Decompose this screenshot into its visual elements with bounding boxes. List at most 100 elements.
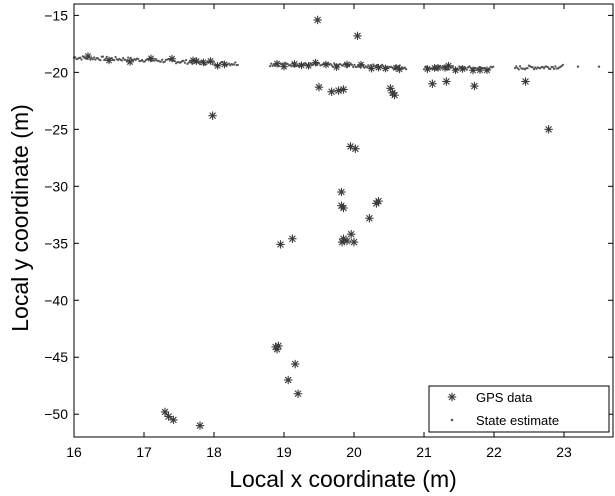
estimate-point — [268, 65, 272, 68]
y-tick-label: −45 — [44, 349, 68, 365]
gps-point — [434, 63, 442, 72]
legend-gps-marker — [447, 392, 457, 402]
estimate-point — [154, 57, 157, 61]
estimate-point — [270, 62, 273, 65]
estimate-point — [365, 66, 369, 69]
estimate-point — [127, 56, 130, 59]
gps-point — [284, 375, 293, 385]
y-tick-label: −35 — [44, 235, 68, 251]
gps-point — [521, 77, 530, 86]
estimate-point — [163, 60, 166, 63]
gps-point — [192, 57, 201, 65]
estimate-point — [286, 62, 289, 65]
gps-point — [160, 407, 170, 417]
estimate-point — [404, 67, 408, 71]
estimate-point — [236, 63, 239, 67]
estimate-point — [120, 59, 123, 62]
gps-point — [381, 64, 390, 73]
gps-point — [311, 58, 320, 67]
estimate-point — [329, 62, 332, 65]
gps-point — [126, 58, 134, 66]
estimate-point — [159, 60, 163, 63]
estimate-point — [232, 63, 236, 66]
estimate-point — [114, 55, 117, 59]
x-tick-label: 17 — [136, 444, 152, 460]
gps-point — [206, 57, 215, 65]
gps-point — [367, 64, 376, 73]
estimate-point — [153, 59, 156, 62]
gps-point — [313, 15, 322, 25]
gps-point — [544, 125, 553, 134]
estimate-point — [554, 65, 557, 68]
gps-point — [169, 415, 178, 425]
estimate-point — [185, 58, 188, 62]
estimate-point — [597, 65, 601, 68]
x-tick-label: 22 — [486, 444, 502, 460]
gps-point — [272, 345, 282, 354]
gps-point — [337, 237, 347, 247]
estimate-point — [561, 63, 564, 66]
gps-point — [290, 60, 299, 68]
gps-point — [442, 77, 451, 86]
estimate-point — [542, 67, 546, 70]
gps-point — [337, 187, 346, 197]
estimate-point — [91, 58, 94, 61]
gps-point — [470, 81, 479, 91]
gps-point — [213, 61, 222, 70]
estimate-point — [546, 66, 549, 69]
gps-point — [314, 82, 324, 92]
legend-box — [428, 385, 610, 433]
gps-point — [476, 66, 484, 74]
gps-point — [293, 389, 303, 398]
estimate-point — [353, 63, 356, 66]
gps-point — [395, 65, 404, 74]
x-axis-label: Local x coordinate (m) — [229, 466, 457, 492]
legend: GPS data State estimate — [428, 385, 610, 433]
estimate-point — [333, 62, 336, 65]
gps-point — [349, 237, 359, 247]
gps-point — [339, 203, 348, 213]
estimate-point — [552, 67, 556, 70]
estimate-point — [122, 56, 125, 60]
estimate-point — [531, 66, 534, 69]
gps-point — [458, 65, 467, 73]
x-tick-label: 16 — [66, 444, 82, 460]
estimate-point — [80, 58, 83, 61]
estimate-point — [105, 55, 108, 58]
estimate-point — [183, 61, 186, 64]
x-tick-label: 23 — [556, 444, 572, 460]
gps-point — [280, 62, 288, 71]
gps-point — [327, 87, 336, 96]
estimate-point — [74, 56, 77, 59]
gps-point — [195, 421, 205, 430]
estimate-point — [137, 57, 140, 61]
gps-point — [451, 66, 460, 74]
gps-point — [342, 236, 352, 246]
gps-point — [469, 66, 477, 75]
gps-point — [347, 229, 356, 239]
estimate-point — [532, 68, 536, 71]
x-axis: 16 17 18 19 20 21 22 23 — [66, 4, 572, 460]
gps-point — [208, 111, 217, 120]
estimate-point — [99, 59, 102, 62]
estimate-point — [350, 63, 353, 66]
y-tick-label: −30 — [44, 178, 68, 194]
estimate-point — [551, 66, 554, 69]
gps-point — [332, 63, 341, 71]
estimate-point — [403, 66, 406, 69]
estimate-point — [451, 65, 455, 68]
legend-label-gps: GPS data — [476, 390, 533, 405]
y-axis: −15 −20 −25 −30 −35 −40 −45 −50 — [44, 7, 613, 422]
x-tick-label: 19 — [276, 444, 292, 460]
estimate-point — [161, 58, 164, 61]
estimate-point — [211, 63, 214, 66]
estimate-point — [89, 58, 92, 61]
estimate-point — [101, 55, 105, 58]
gps-point — [168, 54, 176, 63]
gps-point — [390, 90, 399, 100]
gps-point — [334, 86, 343, 95]
estimate-point — [352, 65, 355, 68]
estimate-point — [517, 68, 520, 71]
gps-point — [372, 199, 381, 208]
estimate-point — [93, 56, 96, 59]
